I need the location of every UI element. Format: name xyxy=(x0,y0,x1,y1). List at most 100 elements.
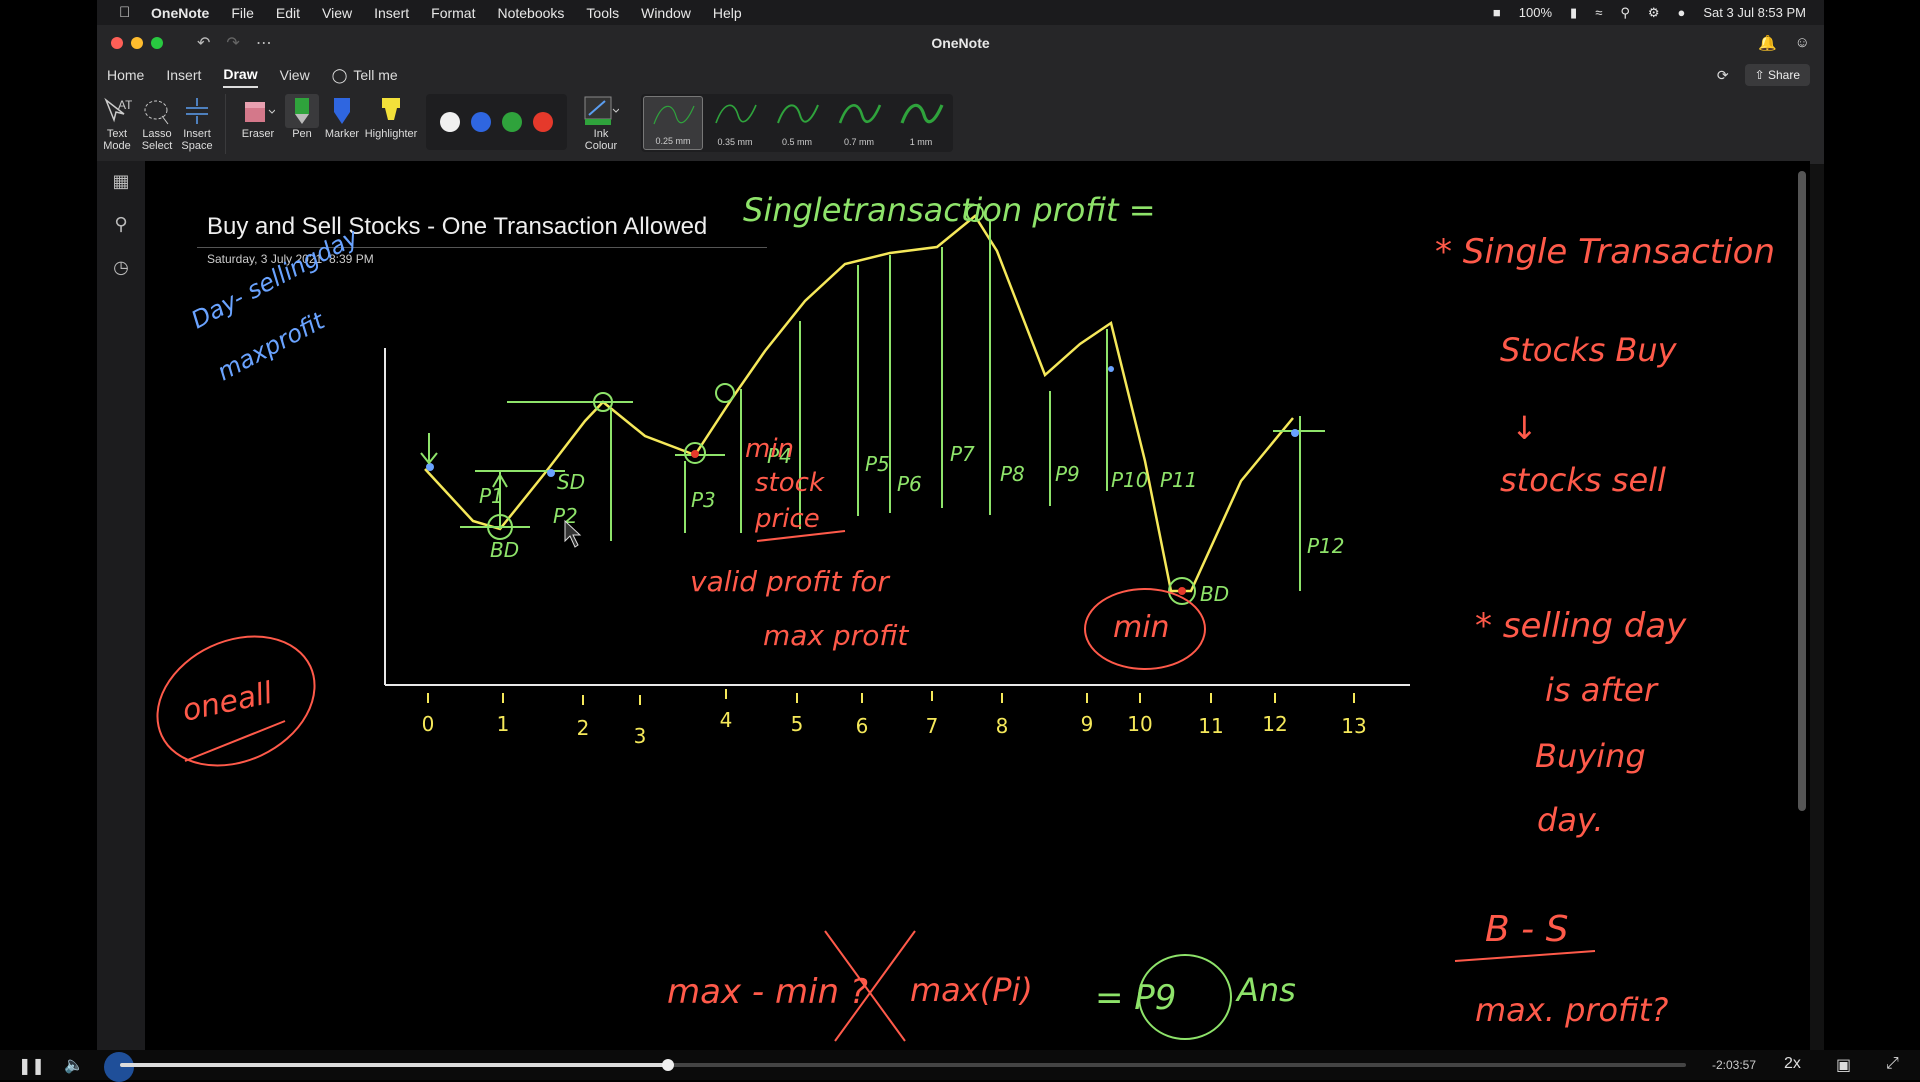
control-center-icon[interactable]: ⚙ xyxy=(1647,4,1660,20)
battery-percent: 100% xyxy=(1518,5,1553,20)
spotlight-icon[interactable]: ⚲ xyxy=(1620,4,1630,20)
min-label-3: price xyxy=(754,504,820,534)
right-note-5: is after xyxy=(1545,671,1659,709)
p-label-11: P11 xyxy=(1160,468,1198,492)
insert-space-button[interactable]: Insert Space xyxy=(177,94,217,152)
x-tick-2: 2 xyxy=(577,716,590,740)
menu-insert[interactable]: Insert xyxy=(374,4,410,21)
x-tick-marks xyxy=(427,689,1355,705)
notebooks-icon[interactable]: ▦ xyxy=(112,171,130,191)
feedback-smiley-icon[interactable]: ☺ xyxy=(1794,33,1810,51)
menu-notebooks[interactable]: Notebooks xyxy=(497,4,565,21)
menu-file[interactable]: File xyxy=(231,4,254,21)
x-tick-8: 8 xyxy=(996,714,1009,738)
p-label-1: P1 xyxy=(479,484,504,508)
color-blue-swatch[interactable] xyxy=(471,112,491,132)
page-canvas[interactable]: Buy and Sell Stocks - One Transaction Al… xyxy=(145,161,1810,1050)
min-price-underline xyxy=(756,530,846,542)
bell-icon[interactable]: 🔔 xyxy=(1757,34,1777,52)
thickness-0-5-button[interactable]: 0.5 mm xyxy=(767,96,827,150)
thickness-0-35-button[interactable]: 0.35 mm xyxy=(705,96,765,150)
eraser-label: Eraser xyxy=(241,128,275,140)
min-label-1: min xyxy=(745,434,794,464)
menubar:  OneNote File Edit View Insert Format N… xyxy=(97,0,1824,25)
eraser-button[interactable]: Eraser xyxy=(234,94,282,140)
overall-underline xyxy=(184,720,286,762)
video-progress-track[interactable] xyxy=(120,1059,1686,1071)
tab-home[interactable]: Home xyxy=(107,67,145,83)
mouse-cursor xyxy=(564,519,582,548)
lasso-label: Lasso Select xyxy=(141,128,173,152)
thickness-1-button[interactable]: 1 mm xyxy=(891,96,951,150)
siri-icon[interactable]: ● xyxy=(1677,5,1686,20)
color-green-swatch[interactable] xyxy=(502,112,522,132)
volume-icon[interactable]: 🔈 xyxy=(64,1057,84,1074)
menu-view[interactable]: View xyxy=(322,4,353,21)
title-bar: ↶ ↷ ⋯ OneNote 🔔 ☺ xyxy=(97,25,1824,60)
menu-window[interactable]: Window xyxy=(641,4,691,21)
recent-clock-icon[interactable]: ◷ xyxy=(113,257,129,277)
lasso-select-button[interactable]: Lasso Select xyxy=(137,94,177,152)
thickness-label: 0.25 mm xyxy=(655,136,691,146)
page-title[interactable]: Buy and Sell Stocks - One Transaction Al… xyxy=(207,213,708,240)
p-label-8: P8 xyxy=(1000,462,1025,486)
ink-colour-button[interactable]: Ink Colour xyxy=(575,94,627,152)
battery-icon[interactable]: ▮ xyxy=(1570,4,1578,20)
pen-button[interactable]: Pen xyxy=(282,94,322,140)
search-icon[interactable]: ⚲ xyxy=(114,214,128,234)
stroke-preview-icon xyxy=(900,103,944,124)
text-mode-button[interactable]: AT Text Mode xyxy=(97,94,137,152)
answer-circle xyxy=(1138,954,1232,1040)
draw-ribbon: AT Text Mode Lasso Select Insert Space E… xyxy=(97,90,1824,165)
thickness-label: 0.5 mm xyxy=(781,137,812,147)
undo-icon[interactable]: ↶ xyxy=(197,34,211,52)
thickness-0-7-button[interactable]: 0.7 mm xyxy=(829,96,889,150)
thickness-0-25-button[interactable]: 0.25 mm xyxy=(643,96,703,150)
wifi-icon[interactable]: ≈ xyxy=(1595,5,1603,20)
user-icon[interactable]: ■ xyxy=(1492,5,1501,20)
tell-me-box[interactable]: ◯ Tell me xyxy=(332,63,398,88)
menu-tools[interactable]: Tools xyxy=(586,4,620,21)
marker-button[interactable]: Marker xyxy=(322,94,362,140)
highlighter-button[interactable]: Highlighter xyxy=(362,94,420,140)
pause-icon[interactable]: ❚❚ xyxy=(18,1058,45,1075)
share-icon: ⇧ xyxy=(1754,68,1765,82)
green-answer: = P9 Ans xyxy=(1095,971,1296,1018)
x-tick-3: 3 xyxy=(634,724,647,748)
more-icon[interactable]: ⋯ xyxy=(255,34,272,52)
menubar-datetime[interactable]: Sat 3 Jul 8:53 PM xyxy=(1703,5,1806,20)
playback-speed-button[interactable]: 2x xyxy=(1784,1055,1801,1072)
menu-app-name[interactable]: OneNote xyxy=(151,4,210,21)
stroke-preview-icon xyxy=(715,104,757,124)
overall-ellipse xyxy=(156,635,316,767)
title-underline xyxy=(197,247,767,248)
tab-draw[interactable]: Draw xyxy=(223,62,258,88)
p-label-9: P9 xyxy=(1055,462,1080,486)
menu-edit[interactable]: Edit xyxy=(275,4,301,21)
tab-view[interactable]: View xyxy=(279,67,310,83)
overall-text: oneall xyxy=(179,676,276,729)
share-button[interactable]: ⇧ Share xyxy=(1744,64,1810,86)
exit-fullscreen-icon[interactable]: ⤢ xyxy=(1886,1055,1899,1072)
p-label-6: P6 xyxy=(897,472,922,496)
page-scrollbar[interactable] xyxy=(1798,171,1806,811)
circled-points xyxy=(487,204,1196,605)
apple-icon[interactable]:  xyxy=(119,4,139,21)
arrow-up xyxy=(492,473,508,511)
tab-insert[interactable]: Insert xyxy=(166,67,202,83)
zoom-window-button[interactable] xyxy=(151,36,163,49)
redo-icon[interactable]: ↷ xyxy=(226,34,240,52)
menu-help[interactable]: Help xyxy=(712,4,742,21)
picture-in-picture-icon[interactable]: ▣ xyxy=(1836,1057,1852,1074)
color-red-swatch[interactable] xyxy=(533,112,553,132)
stroke-preview-icon xyxy=(653,105,695,125)
bottom-note-2: max(Pi) xyxy=(910,971,1033,1009)
pen-thickness-group: 0.25 mm 0.35 mm 0.5 mm 0.7 mm 1 mm xyxy=(641,94,953,152)
menu-format[interactable]: Format xyxy=(431,4,476,21)
sync-icon[interactable]: ⟳ xyxy=(1716,66,1729,83)
minimize-window-button[interactable] xyxy=(131,36,143,49)
red-point-dots xyxy=(691,450,1186,595)
video-scrubber-handle[interactable] xyxy=(662,1059,675,1071)
color-white-swatch[interactable] xyxy=(440,112,460,132)
close-window-button[interactable] xyxy=(111,36,123,49)
